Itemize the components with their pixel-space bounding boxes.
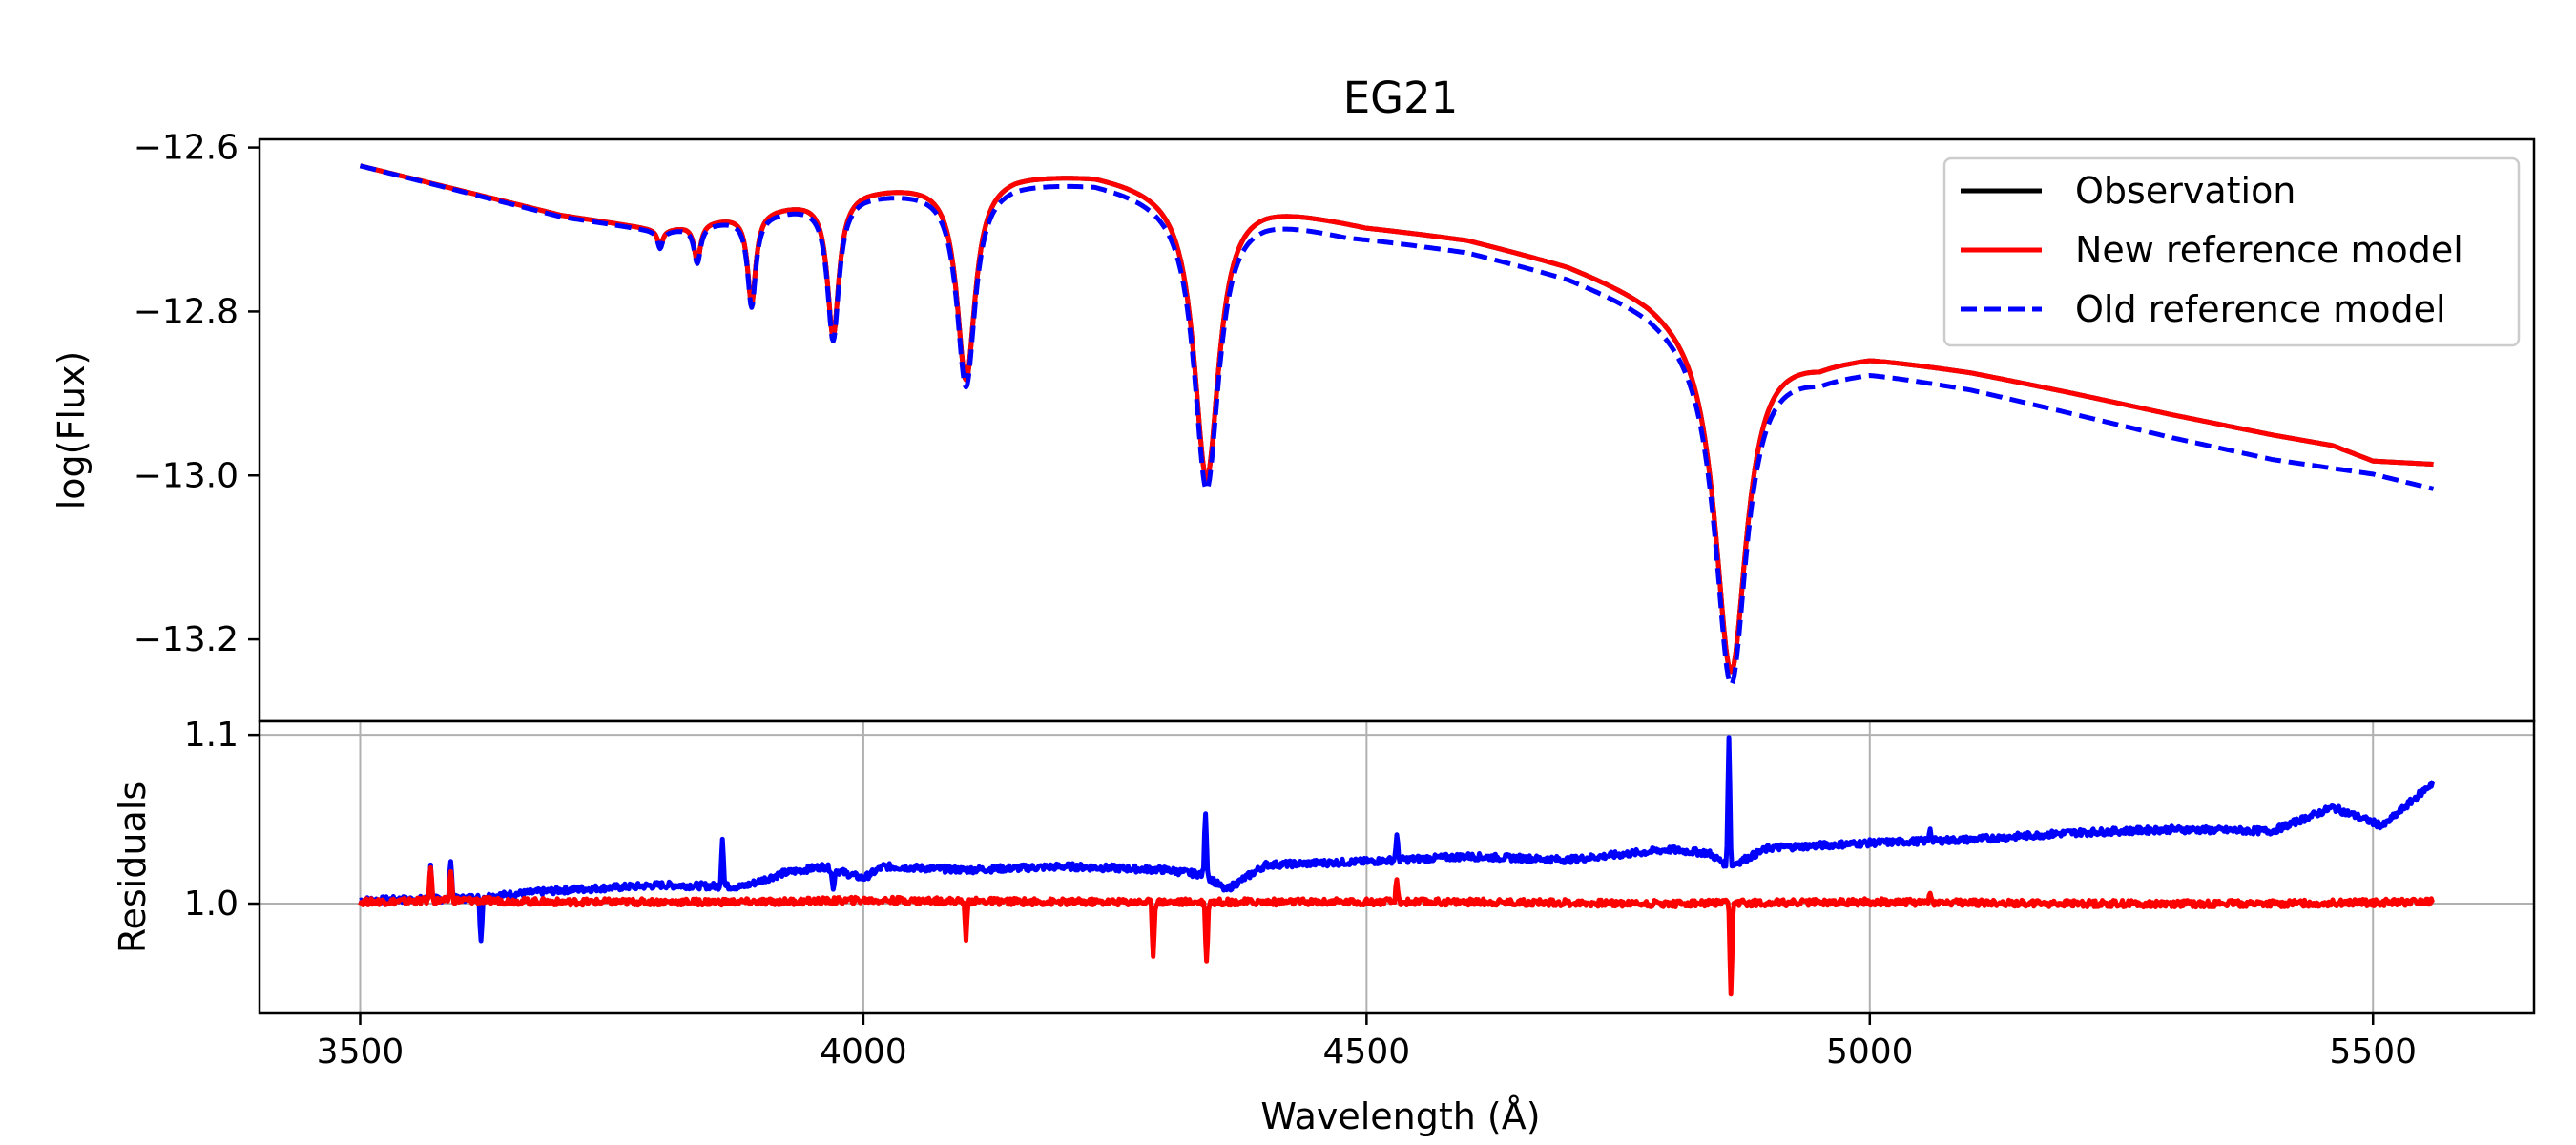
flux-series-group: [359, 163, 2435, 687]
x-tick-label: 4000: [820, 1032, 907, 1072]
x-tick-label: 5500: [2329, 1032, 2417, 1072]
chart-title: EG21: [1343, 73, 1459, 123]
residual-line-old-model: [359, 735, 2436, 944]
residuals-y-tick-label: 1.1: [184, 716, 239, 755]
legend-label-observation: Observation: [2075, 170, 2296, 212]
flux-y-axis-label: log(Flux): [51, 351, 93, 510]
residuals-panel: 1.0 1.1 3500 4000 4500 5000 5500 Residuals Wa…: [112, 716, 2536, 1137]
x-tick-label: 4500: [1323, 1032, 1411, 1072]
flux-y-tick-label: −12.6: [134, 129, 239, 168]
residual-line-new-model: [358, 864, 2435, 997]
residuals-panel-frame: [260, 721, 2534, 1013]
x-tick-label: 5000: [1826, 1032, 1914, 1072]
legend-label-old-reference-model: Old reference model: [2075, 288, 2446, 330]
x-axis-label: Wavelength (Å): [1260, 1095, 1540, 1137]
residuals-series-group: [358, 735, 2436, 997]
flux-y-tick-label: −13.2: [134, 620, 239, 659]
flux-y-tick-label: −13.0: [134, 456, 239, 495]
residuals-y-axis-label: Residuals: [112, 781, 154, 953]
flux-panel: −12.6 −12.8 −13.0 −13.2 log(Flux) Observati…: [51, 129, 2536, 723]
x-tick-label: 3500: [317, 1032, 405, 1072]
residuals-panel-border: [258, 719, 2536, 1015]
residuals-x-ticks: 3500 4000 4500 5000 5500: [317, 1013, 2417, 1072]
series-line-new-reference-model: [359, 163, 2435, 675]
flux-y-ticks: −12.6 −12.8 −13.0 −13.2: [134, 129, 260, 659]
legend: Observation New reference model Old refe…: [1942, 156, 2521, 347]
residuals-y-tick-label: 1.0: [184, 885, 239, 924]
residuals-y-ticks: 1.0 1.1: [184, 716, 260, 924]
legend-box: [1942, 156, 2521, 347]
legend-label-new-reference-model: New reference model: [2075, 229, 2463, 271]
series-line-old-reference-model: [359, 163, 2435, 687]
flux-y-tick-label: −12.8: [134, 292, 239, 331]
